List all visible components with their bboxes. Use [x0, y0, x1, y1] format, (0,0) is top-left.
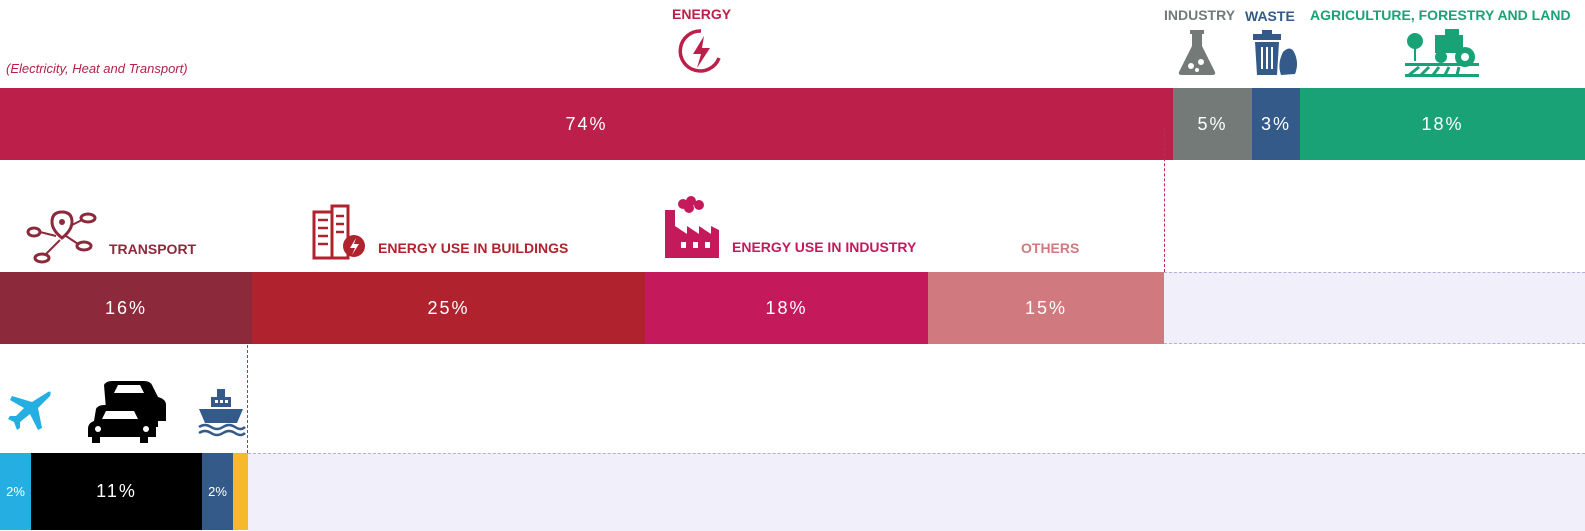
buildings-label: ENERGY USE IN BUILDINGS — [378, 240, 569, 256]
agriculture-header: AGRICULTURE, FORESTRY AND LAND — [1310, 7, 1571, 23]
energy-industry-label: ENERGY USE IN INDUSTRY — [732, 239, 917, 255]
bar-segment: 2% — [0, 453, 31, 530]
waste-header: WASTE — [1245, 8, 1295, 24]
bar-segment — [233, 453, 249, 530]
bar-segment: 18% — [1300, 88, 1585, 160]
bar-value-label: 18% — [1421, 113, 1464, 134]
others-label: OTHERS — [1021, 240, 1080, 256]
bar-value-label: 5% — [1197, 113, 1228, 134]
airplane-icon — [8, 390, 52, 437]
flask-icon — [1177, 28, 1217, 81]
bar-value-label: 15% — [1024, 297, 1068, 318]
bar-value-label: 2% — [208, 484, 227, 499]
bar-value-label: 25% — [427, 297, 470, 318]
bar-segment: 11% — [31, 453, 202, 530]
bar-value-label: 11% — [96, 481, 137, 501]
cars-icon — [88, 381, 168, 448]
bar-value-label: 3% — [1260, 113, 1291, 134]
bar-value-label: 16% — [104, 297, 148, 318]
connector-line — [247, 345, 248, 453]
energy-header: ENERGY — [672, 6, 732, 22]
bar-value-label: 18% — [765, 297, 808, 318]
bar-segment: 15% — [928, 272, 1164, 344]
bar-segment: 18% — [645, 272, 928, 344]
ship-icon — [197, 387, 246, 440]
connector-line — [1164, 128, 1165, 272]
tractor-icon — [1405, 29, 1479, 82]
factory-icon — [663, 196, 721, 265]
building-icon — [312, 204, 368, 265]
bar-value-label: 74% — [565, 113, 608, 134]
bar-segment: 5% — [1173, 88, 1252, 160]
bar-segment: 2% — [202, 453, 233, 530]
bar-value-label: 2% — [6, 484, 25, 499]
lightning-bolt-icon — [678, 28, 723, 79]
transport-label: TRANSPORT — [109, 241, 197, 257]
bar-segment: 16% — [0, 272, 252, 344]
energy-subtitle: (Electricity, Heat and Transport) — [6, 61, 188, 76]
trash-bin-icon — [1251, 30, 1299, 81]
bar-segment: 25% — [252, 272, 645, 344]
row3-remainder — [248, 453, 1585, 531]
bar-segment: 3% — [1252, 88, 1300, 160]
route-pin-icon — [26, 210, 98, 269]
row2-remainder — [1164, 272, 1585, 344]
industry-header: INDUSTRY — [1164, 7, 1236, 23]
bar-segment: 74% — [0, 88, 1173, 160]
